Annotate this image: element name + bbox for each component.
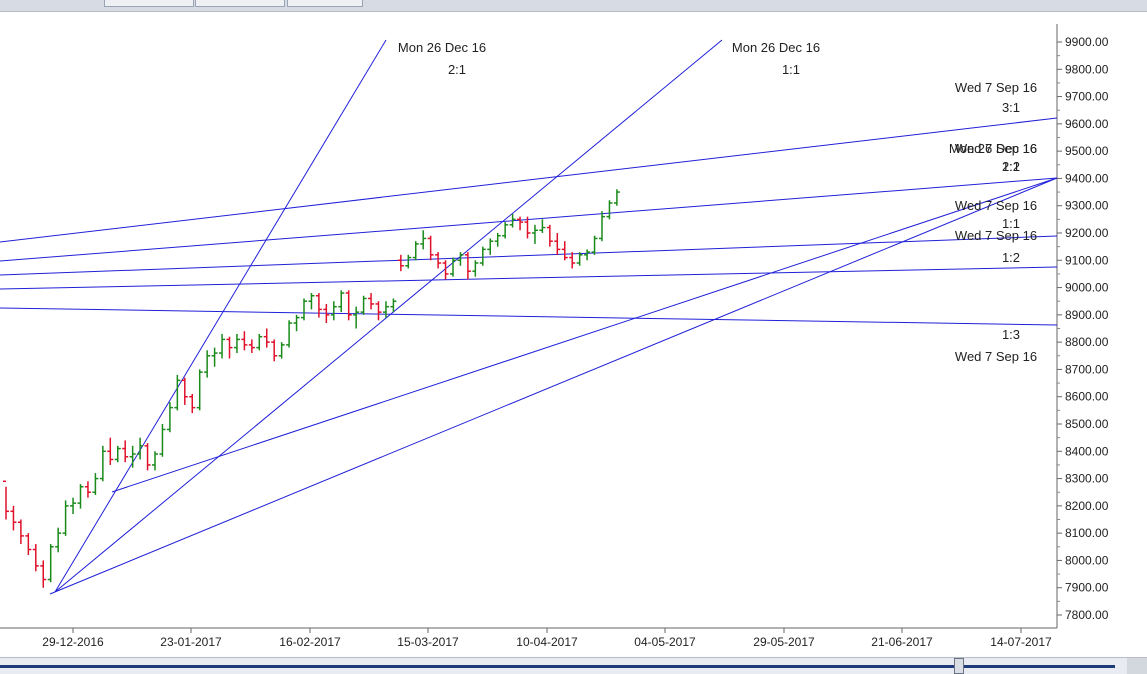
fan-ratio-label: 1:2 (1002, 250, 1020, 265)
gann-fan-line (49, 177, 1058, 595)
fan-ratio-label: 1:3 (1002, 327, 1020, 342)
fan-date-label: Wed 7 Sep 16 (955, 141, 1037, 156)
y-tick-label: 7800.00 (1065, 608, 1109, 622)
y-tick-label: 8500.00 (1065, 417, 1109, 431)
fan-ratio-label: 1:1 (782, 62, 800, 77)
y-tick-label: 9700.00 (1065, 90, 1109, 104)
y-tick-label: 9300.00 (1065, 199, 1109, 213)
gann-fan-line (54, 39, 387, 593)
y-tick-label: 9900.00 (1065, 35, 1109, 49)
y-tick-label: 8200.00 (1065, 499, 1109, 513)
y-tick-label: 8100.00 (1065, 526, 1109, 540)
y-tick-label: 8800.00 (1065, 335, 1109, 349)
gann-fan-line (0, 266, 1058, 290)
scrollbar-track[interactable] (0, 665, 1115, 668)
y-tick-label: 8000.00 (1065, 553, 1109, 567)
fan-date-label: Mon 26 Dec 16 (949, 141, 1037, 156)
fan-ratio-label: 3:1 (1002, 100, 1020, 115)
fan-date-label: Wed 7 Sep 16 (955, 80, 1037, 95)
y-tick-label: 8900.00 (1065, 308, 1109, 322)
y-tick-label: 9200.00 (1065, 226, 1109, 240)
fan-ratio-label: 2:1 (1002, 159, 1020, 174)
x-tick-label: 04-05-2017 (634, 635, 696, 649)
x-tick-label: 21-06-2017 (871, 635, 933, 649)
y-tick-label: 9400.00 (1065, 171, 1109, 185)
scrollbar-end (1127, 658, 1147, 674)
y-tick-label: 9000.00 (1065, 281, 1109, 295)
gann-fan-line (0, 117, 1058, 243)
fan-date-label: Mon 26 Dec 16 (732, 40, 820, 55)
toolbar-button[interactable] (104, 0, 194, 7)
gann-fan-line (0, 307, 1058, 326)
x-tick-label: 10-04-2017 (516, 635, 578, 649)
gann-fan-line (54, 39, 723, 593)
x-tick-label: 23-01-2017 (160, 635, 222, 649)
y-tick-label: 9600.00 (1065, 117, 1109, 131)
x-tick-label: 16-02-2017 (279, 635, 341, 649)
y-tick-label: 9100.00 (1065, 253, 1109, 267)
toolbar-strip (0, 0, 1147, 12)
x-tick-label: 29-05-2017 (753, 635, 815, 649)
y-tick-label: 9800.00 (1065, 62, 1109, 76)
x-tick-label: 15-03-2017 (397, 635, 459, 649)
y-tick-label: 8300.00 (1065, 472, 1109, 486)
toolbar-button[interactable] (195, 0, 285, 7)
gann-fan-line (0, 177, 1058, 262)
fan-date-label: Wed 7 Sep 16 (955, 228, 1037, 243)
fan-ratio-label: 1:2 (1002, 159, 1020, 174)
x-tick-label: 14-07-2017 (990, 635, 1052, 649)
y-tick-label: 8400.00 (1065, 444, 1109, 458)
y-tick-label: 9500.00 (1065, 144, 1109, 158)
y-tick-label: 7900.00 (1065, 581, 1109, 595)
time-scrollbar[interactable] (0, 657, 1147, 674)
fan-ratio-label: 2:1 (448, 62, 466, 77)
chart-area[interactable]: 9900.00 9800.00 9700.00 9600.00 9500.00 9400.… (0, 12, 1147, 657)
scrollbar-thumb[interactable] (954, 658, 964, 674)
fan-date-label: Mon 26 Dec 16 (398, 40, 486, 55)
x-tick-label: 29-12-2016 (42, 635, 104, 649)
y-tick-label: 8600.00 (1065, 390, 1109, 404)
fan-date-label: Wed 7 Sep 16 (955, 198, 1037, 213)
fan-date-label: Wed 7 Sep 16 (955, 349, 1037, 364)
toolbar-button[interactable] (287, 0, 363, 7)
gann-fan-line (111, 177, 1058, 493)
fan-ratio-label: 1:1 (1002, 216, 1020, 231)
y-tick-label: 8700.00 (1065, 362, 1109, 376)
gann-fan-line (0, 235, 1058, 276)
gann-fan-chart[interactable]: 9900.00 9800.00 9700.00 9600.00 9500.00 9400.… (0, 12, 1147, 657)
